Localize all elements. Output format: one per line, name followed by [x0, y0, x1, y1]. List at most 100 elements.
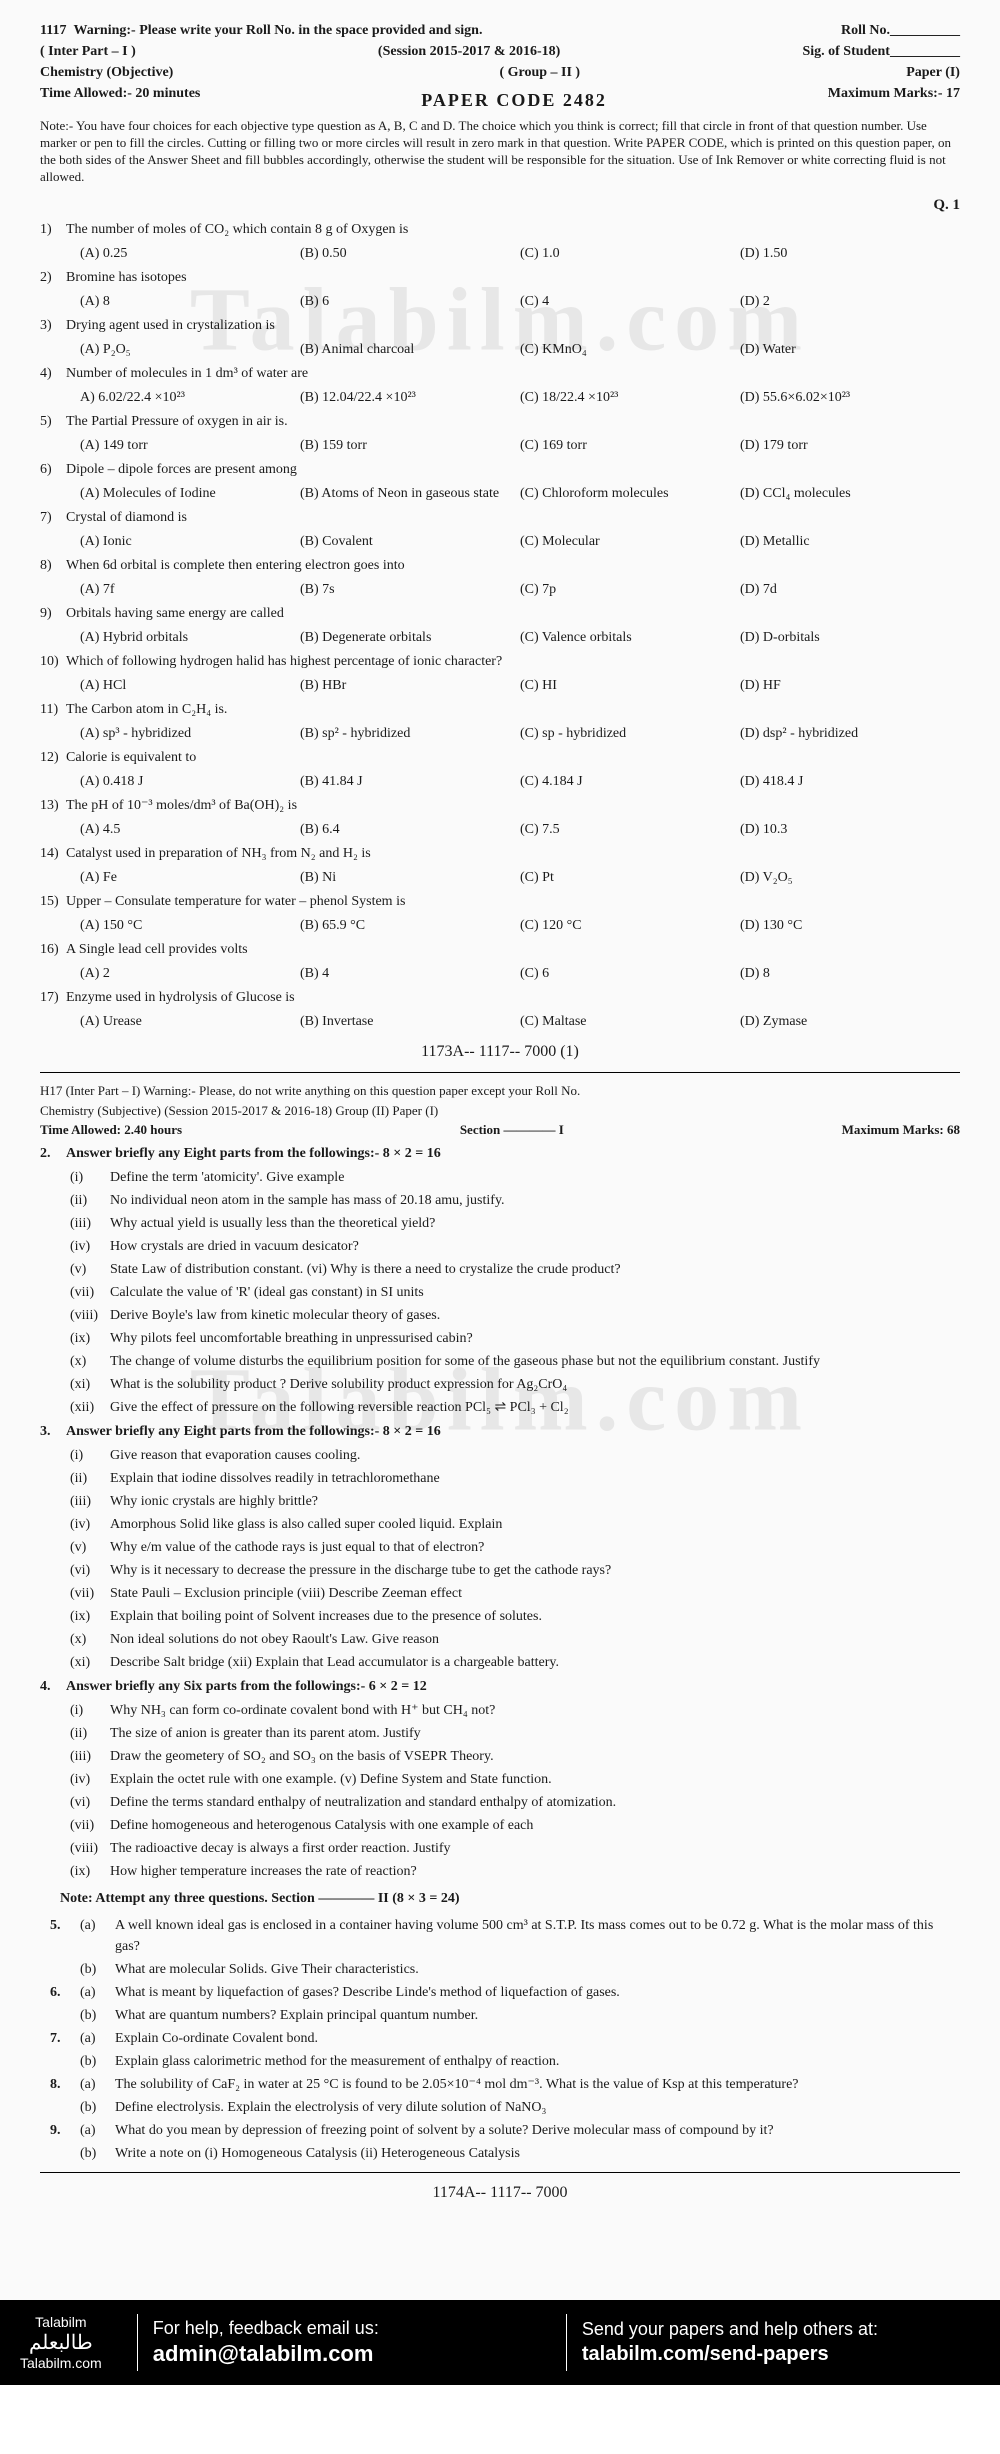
- footer-send: Send your papers and help others at: tal…: [582, 2318, 980, 2367]
- mcq-question: 3)Drying agent used in crystalization is: [40, 315, 960, 336]
- sub-question: (xi)What is the solubility product ? Der…: [70, 1374, 960, 1395]
- sub-question: (iii)Draw the geometery of SO₂ and SO₃ o…: [70, 1746, 960, 1767]
- sub-question: (iv)Explain the octet rule with one exam…: [70, 1769, 960, 1790]
- sub-question: (i)Why NH₃ can form co-ordinate covalent…: [70, 1700, 960, 1721]
- sub-question: (ix)How higher temperature increases the…: [70, 1861, 960, 1882]
- question-heading: 2.Answer briefly any Eight parts from th…: [40, 1143, 960, 1164]
- footer-email[interactable]: admin@talabilm.com: [153, 2340, 551, 2369]
- question-heading: 3.Answer briefly any Eight parts from th…: [40, 1421, 960, 1442]
- mcq-options: (A) 2(B) 4(C) 6(D) 8: [80, 963, 960, 984]
- sub-question: (v)Why e/m value of the cathode rays is …: [70, 1537, 960, 1558]
- mcq-question: 5)The Partial Pressure of oxygen in air …: [40, 411, 960, 432]
- sub-question: (iv)How crystals are dried in vacuum des…: [70, 1236, 960, 1257]
- footer-divider: [566, 2314, 567, 2371]
- mcq-question: 10)Which of following hydrogen halid has…: [40, 651, 960, 672]
- mcq-section: 1)The number of moles of CO₂ which conta…: [40, 219, 960, 1032]
- long-question-part: (b)Write a note on (i) Homogeneous Catal…: [50, 2143, 960, 2164]
- sub-question: (iii)Why ionic crystals are highly britt…: [70, 1491, 960, 1512]
- sub-question: (x)Non ideal solutions do not obey Raoul…: [70, 1629, 960, 1650]
- mcq-options: (A) 149 torr(B) 159 torr(C) 169 torr(D) …: [80, 435, 960, 456]
- mcq-options: (A) 4.5(B) 6.4(C) 7.5(D) 10.3: [80, 819, 960, 840]
- mcq-question: 8)When 6d orbital is complete then enter…: [40, 555, 960, 576]
- long-question-part: 7.(a)Explain Co-ordinate Covalent bond.: [50, 2028, 960, 2049]
- mcq-options: (A) 8(B) 6(C) 4(D) 2: [80, 291, 960, 312]
- mcq-options: (A) Fe(B) Ni(C) Pt(D) V₂O₅: [80, 867, 960, 888]
- mcq-options: (A) Molecules of Iodine(B) Atoms of Neon…: [80, 483, 960, 504]
- subjective-header-2: Chemistry (Subjective) (Session 2015-201…: [40, 1101, 960, 1121]
- mcq-question: 16)A Single lead cell provides volts: [40, 939, 960, 960]
- sub-question: (ii)Explain that iodine dissolves readil…: [70, 1468, 960, 1489]
- header-row-4: Time Allowed:- 20 minutes PAPER CODE 248…: [40, 83, 960, 118]
- mcq-question: 17)Enzyme used in hydrolysis of Glucose …: [40, 987, 960, 1008]
- paper-code: PAPER CODE 2482: [421, 87, 607, 114]
- mcq-options: (A) P₂O₅(B) Animal charcoal(C) KMnO₄(D) …: [80, 339, 960, 360]
- mcq-question: 7)Crystal of diamond is: [40, 507, 960, 528]
- sub-question: (viii)The radioactive decay is always a …: [70, 1838, 960, 1859]
- header-row-2: ( Inter Part – I ) (Session 2015-2017 & …: [40, 41, 960, 62]
- mcq-options: (A) 0.418 J(B) 41.84 J(C) 4.184 J(D) 418…: [80, 771, 960, 792]
- long-question-part: (b)What are molecular Solids. Give Their…: [50, 1959, 960, 1980]
- mcq-question: 15)Upper – Consulate temperature for wat…: [40, 891, 960, 912]
- mcq-question: 9)Orbitals having same energy are called: [40, 603, 960, 624]
- footer-help: For help, feedback email us: admin@talab…: [153, 2317, 551, 2369]
- mcq-question: 1)The number of moles of CO₂ which conta…: [40, 219, 960, 240]
- header-row-3: Chemistry (Objective) ( Group – II ) Pap…: [40, 62, 960, 83]
- footer-send-url[interactable]: talabilm.com/send-papers: [582, 2341, 980, 2367]
- question-heading: 4.Answer briefly any Six parts from the …: [40, 1676, 960, 1697]
- long-question-part: (b)Define electrolysis. Explain the elec…: [50, 2097, 960, 2118]
- question-3: 3.Answer briefly any Eight parts from th…: [40, 1421, 960, 1673]
- sub-question: (vii)Define homogeneous and heterogenous…: [70, 1815, 960, 1836]
- instructions-note: Note:- You have four choices for each ob…: [40, 118, 960, 186]
- mcq-question: 11)The Carbon atom in C₂H₄ is.: [40, 699, 960, 720]
- mcq-options: A) 6.02/22.4 ×10²³(B) 12.04/22.4 ×10²³(C…: [80, 387, 960, 408]
- sub-question: (vi)Define the terms standard enthalpy o…: [70, 1792, 960, 1813]
- sub-question: (v)State Law of distribution constant. (…: [70, 1259, 960, 1280]
- sub-question: (ii)The size of anion is greater than it…: [70, 1723, 960, 1744]
- long-question-part: 6.(a)What is meant by liquefaction of ga…: [50, 1982, 960, 2003]
- sub-question: (iv)Amorphous Solid like glass is also c…: [70, 1514, 960, 1535]
- sub-question: (vi)Why is it necessary to decrease the …: [70, 1560, 960, 1581]
- long-questions: 5.(a)A well known ideal gas is enclosed …: [40, 1915, 960, 2164]
- sub-question: (xii)Give the effect of pressure on the …: [70, 1397, 960, 1418]
- q1-label: Q. 1: [40, 194, 960, 217]
- mcq-options: (A) Urease(B) Invertase(C) Maltase(D) Zy…: [80, 1011, 960, 1032]
- header-row-1: 1117 Warning:- Please write your Roll No…: [40, 20, 960, 41]
- mcq-question: 14)Catalyst used in preparation of NH₃ f…: [40, 843, 960, 864]
- divider: [40, 1072, 960, 1073]
- sub-question: (ii)No individual neon atom in the sampl…: [70, 1190, 960, 1211]
- mcq-options: (A) 150 °C(B) 65.9 °C(C) 120 °C(D) 130 °…: [80, 915, 960, 936]
- mcq-options: (A) sp³ - hybridized(B) sp² - hybridized…: [80, 723, 960, 744]
- mcq-options: (A) Hybrid orbitals(B) Degenerate orbita…: [80, 627, 960, 648]
- mcq-options: (A) HCl(B) HBr(C) HI(D) HF: [80, 675, 960, 696]
- sub-question: (vii)State Pauli – Exclusion principle (…: [70, 1583, 960, 1604]
- long-question-part: 5.(a)A well known ideal gas is enclosed …: [50, 1915, 960, 1957]
- subjective-header-3: Time Allowed: 2.40 hours Section ———— I …: [40, 1120, 960, 1140]
- long-question-part: (b)Explain glass calorimetric method for…: [50, 2051, 960, 2072]
- sub-question: (x)The change of volume disturbs the equ…: [70, 1351, 960, 1372]
- mcq-question: 12)Calorie is equivalent to: [40, 747, 960, 768]
- mcq-options: (A) 0.25(B) 0.50(C) 1.0(D) 1.50: [80, 243, 960, 264]
- mcq-options: (A) Ionic(B) Covalent(C) Molecular(D) Me…: [80, 531, 960, 552]
- mcq-question: 6)Dipole – dipole forces are present amo…: [40, 459, 960, 480]
- sub-question: (i)Define the term 'atomicity'. Give exa…: [70, 1167, 960, 1188]
- question-2: 2.Answer briefly any Eight parts from th…: [40, 1143, 960, 1418]
- sub-question: (i)Give reason that evaporation causes c…: [70, 1445, 960, 1466]
- question-4: 4.Answer briefly any Six parts from the …: [40, 1676, 960, 1882]
- section-2-note: Note: Attempt any three questions. Secti…: [60, 1888, 960, 1909]
- sub-question: (ix)Why pilots feel uncomfortable breath…: [70, 1328, 960, 1349]
- subjective-header-1: H17 (Inter Part – I) Warning:- Please, d…: [40, 1081, 960, 1101]
- mcq-question: 2)Bromine has isotopes: [40, 267, 960, 288]
- sub-question: (vii)Calculate the value of 'R' (ideal g…: [70, 1282, 960, 1303]
- divider: [40, 2172, 960, 2173]
- footer-bar: Talabilm طالبعلم Talabilm.com For help, …: [0, 2300, 1000, 2385]
- long-question-part: (b)What are quantum numbers? Explain pri…: [50, 2005, 960, 2026]
- long-question-part: 8.(a)The solubility of CaF₂ in water at …: [50, 2074, 960, 2095]
- sub-question: (xi)Describe Salt bridge (xii) Explain t…: [70, 1652, 960, 1673]
- long-question-part: 9.(a)What do you mean by depression of f…: [50, 2120, 960, 2141]
- mcq-question: 4)Number of molecules in 1 dm³ of water …: [40, 363, 960, 384]
- sub-question: (iii)Why actual yield is usually less th…: [70, 1213, 960, 1234]
- mcq-question: 13)The pH of 10⁻³ moles/dm³ of Ba(OH)₂ i…: [40, 795, 960, 816]
- paper-id-1: 1173A-- 1117-- 7000 (1): [40, 1040, 960, 1064]
- paper-id-2: 1174A-- 1117-- 7000: [40, 2181, 960, 2205]
- sub-question: (viii)Derive Boyle's law from kinetic mo…: [70, 1305, 960, 1326]
